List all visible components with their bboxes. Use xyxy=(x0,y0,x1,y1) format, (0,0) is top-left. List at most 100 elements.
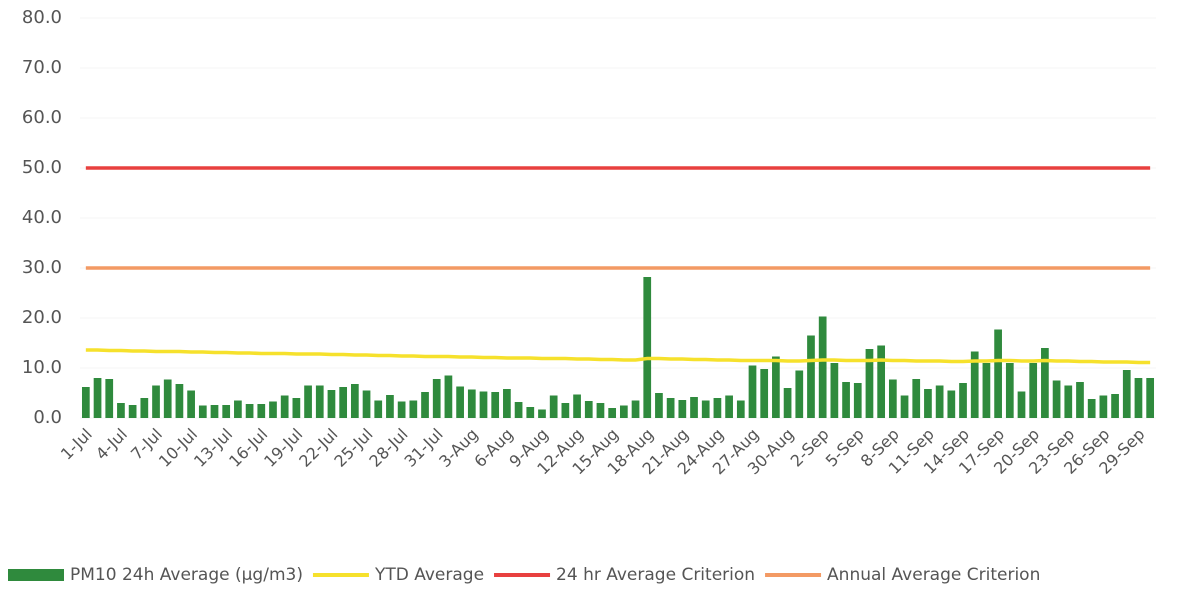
bar xyxy=(608,408,617,418)
x-tick-label: 31-Jul xyxy=(401,425,447,471)
bar xyxy=(842,382,850,418)
bar xyxy=(643,277,652,418)
bar xyxy=(713,398,722,418)
bar xyxy=(1122,370,1131,418)
y-tick-label: 70.0 xyxy=(22,57,62,78)
bar xyxy=(725,395,733,418)
y-tick-label: 20.0 xyxy=(22,307,62,328)
bar xyxy=(292,398,301,418)
bar xyxy=(514,402,523,418)
legend: PM10 24h Average (µg/m3) YTD Average 24 hr… xyxy=(8,565,1040,585)
x-tick-label: 5-Sep xyxy=(822,425,868,471)
y-tick-label: 50.0 xyxy=(22,157,62,178)
bar xyxy=(666,398,675,418)
x-tick-label: 1-Jul xyxy=(57,425,96,464)
x-tick-label: 13-Jul xyxy=(190,425,236,471)
series-line xyxy=(85,348,1151,365)
bar xyxy=(631,400,640,418)
bar xyxy=(818,316,827,418)
x-tick-label: 3-Aug xyxy=(435,425,482,472)
bar xyxy=(1017,391,1026,418)
bar xyxy=(257,404,266,418)
bar xyxy=(163,379,172,418)
x-tick-label: 2-Sep xyxy=(787,425,833,471)
bar xyxy=(327,390,336,418)
bar xyxy=(444,375,453,418)
bar xyxy=(339,387,348,418)
bar xyxy=(175,384,184,418)
y-tick-label: 30.0 xyxy=(22,257,62,278)
x-tick-label: 6-Aug xyxy=(470,425,517,472)
bar xyxy=(245,404,254,418)
y-tick-label: 10.0 xyxy=(22,357,62,378)
bar xyxy=(807,335,815,418)
legend-label: YTD Average xyxy=(374,565,484,585)
x-tick-label: 25-Jul xyxy=(330,425,376,471)
bar xyxy=(315,385,324,418)
bar xyxy=(1087,399,1096,418)
bar xyxy=(350,384,359,418)
bar xyxy=(830,363,839,418)
x-tick-label: 16-Jul xyxy=(225,425,271,471)
bar xyxy=(432,379,441,418)
bar xyxy=(701,400,710,418)
bar xyxy=(1076,382,1084,418)
bar xyxy=(795,370,804,418)
x-tick-label: 22-Jul xyxy=(295,425,341,471)
y-tick-label: 0.0 xyxy=(33,407,62,428)
bar xyxy=(748,365,757,418)
bar xyxy=(900,395,909,418)
bar xyxy=(877,345,886,418)
bar xyxy=(304,385,312,418)
x-tick-label: 4-Jul xyxy=(92,425,131,464)
legend-label: 24 hr Average Criterion xyxy=(556,565,755,585)
bar xyxy=(187,390,195,418)
bar xyxy=(105,379,114,418)
bar xyxy=(935,385,944,418)
bar xyxy=(959,383,967,418)
bar xyxy=(1005,363,1014,418)
bar xyxy=(210,405,219,418)
bar xyxy=(1134,378,1143,418)
bar xyxy=(970,351,979,418)
bar xyxy=(397,401,406,418)
bar xyxy=(362,390,371,418)
bar xyxy=(152,385,160,418)
bar xyxy=(760,369,769,418)
bar xyxy=(198,405,207,418)
bar xyxy=(117,403,125,418)
bar xyxy=(1041,348,1049,418)
x-tick-label: 10-Jul xyxy=(155,425,201,471)
bar xyxy=(280,395,289,418)
bar xyxy=(561,403,570,418)
legend-label: Annual Average Criterion xyxy=(827,565,1040,585)
y-tick-label: 60.0 xyxy=(22,107,62,128)
bar xyxy=(736,400,745,418)
bar xyxy=(222,405,231,418)
bar xyxy=(865,349,874,418)
bar xyxy=(491,392,500,418)
bar xyxy=(853,383,862,418)
x-tick-label: 28-Jul xyxy=(365,425,411,471)
bar xyxy=(1099,395,1108,418)
bar xyxy=(947,390,956,418)
legend-swatch xyxy=(8,569,64,581)
bar xyxy=(386,395,394,418)
bar xyxy=(269,401,277,418)
bar xyxy=(409,400,418,418)
bar xyxy=(655,393,663,418)
bar xyxy=(1064,385,1073,418)
bar xyxy=(128,405,137,418)
bar xyxy=(538,409,546,418)
bar xyxy=(1146,378,1155,418)
bar xyxy=(783,388,792,418)
y-tick-label: 80.0 xyxy=(22,7,62,28)
bar xyxy=(140,398,149,418)
bar xyxy=(1052,380,1061,418)
x-tick-label: 19-Jul xyxy=(260,425,306,471)
bar xyxy=(526,407,535,418)
bar xyxy=(573,394,581,418)
bar xyxy=(467,389,476,418)
legend-label: PM10 24h Average (µg/m3) xyxy=(70,565,303,585)
